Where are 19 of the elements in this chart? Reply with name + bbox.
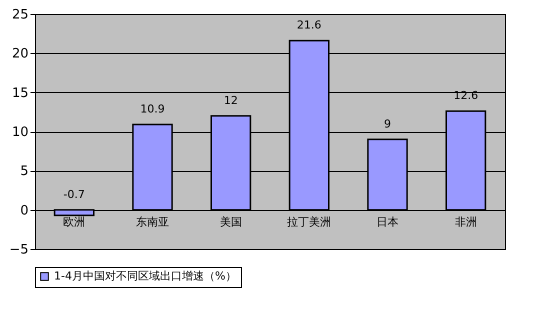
data-label: 12 (224, 94, 238, 107)
x-tick-label: 日本 (376, 215, 398, 228)
data-label: 10.9 (140, 102, 165, 116)
y-tick-label: 10 (12, 125, 28, 140)
y-tick-label: 5 (20, 164, 28, 180)
data-label: 9 (384, 117, 391, 130)
legend-label: 1-4月中国对不同区域出口增速（%） (54, 270, 236, 282)
x-tick-label: 美国 (220, 215, 242, 228)
x-tick-label: 非洲 (454, 215, 477, 228)
y-tick-label: 20 (12, 46, 28, 62)
y-tick-label: 0 (20, 203, 28, 218)
data-label: 21.6 (296, 18, 322, 32)
data-label: -0.7 (63, 188, 85, 201)
x-tick-label: 拉丁美洲 (287, 215, 332, 228)
x-tick-label: 欧洲 (63, 215, 86, 228)
y-tick-label: −5 (9, 242, 28, 258)
x-tick-label: 东南亚 (136, 215, 169, 228)
y-tick-label: 15 (12, 86, 28, 101)
y-tick-label: 25 (12, 8, 28, 22)
